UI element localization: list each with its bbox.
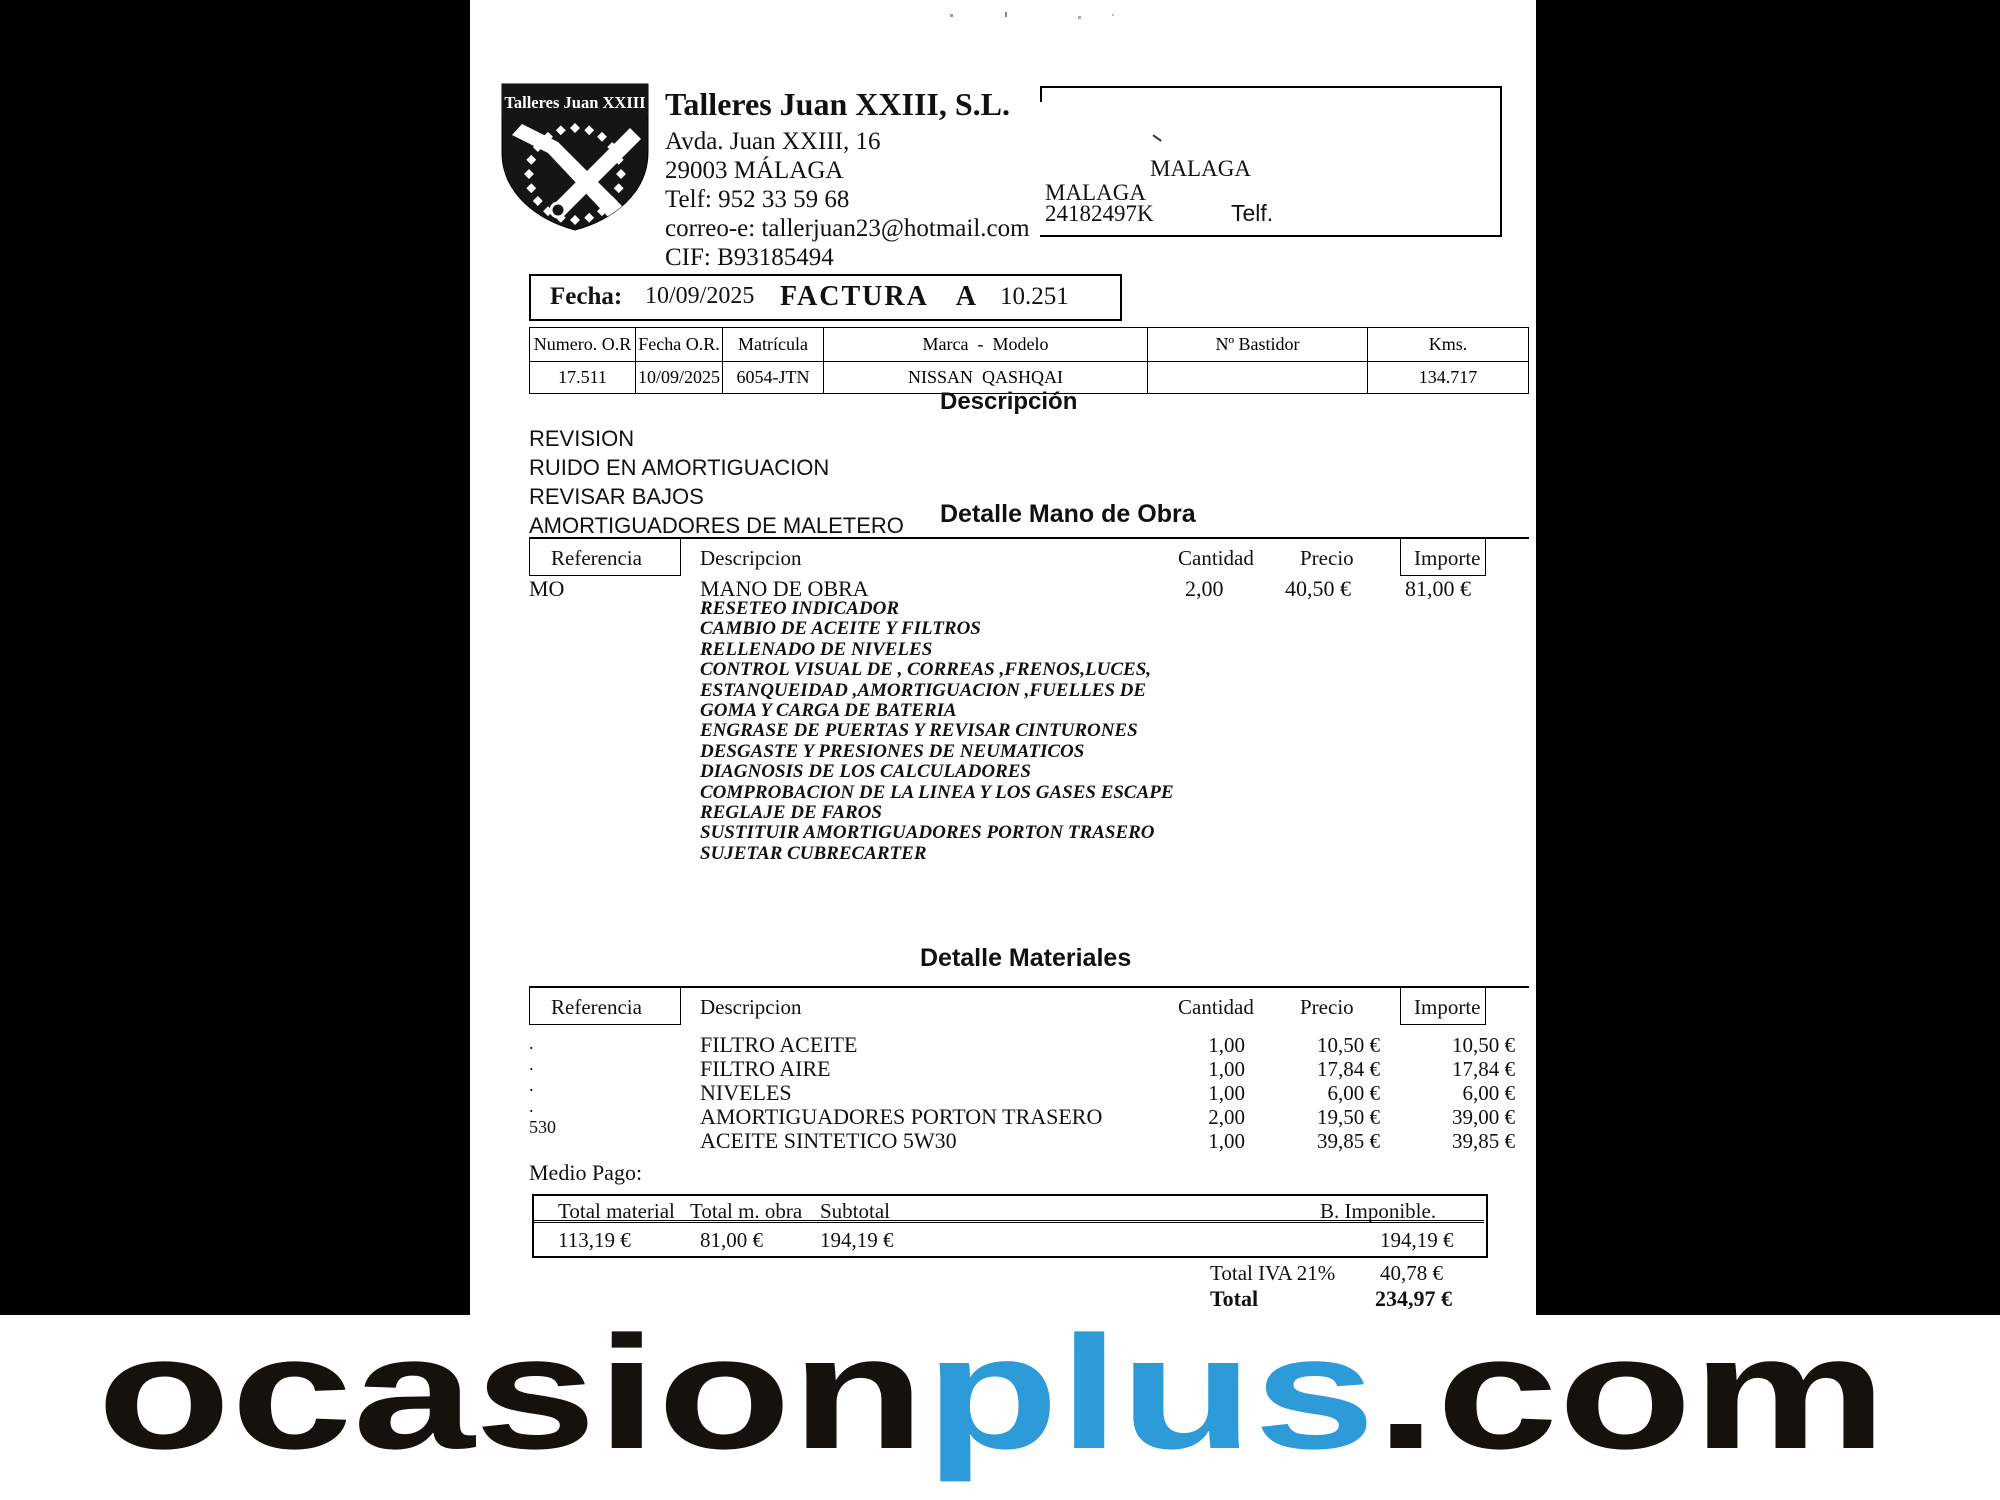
svg-text:Talleres Juan XXIII: Talleres Juan XXIII: [504, 93, 645, 112]
